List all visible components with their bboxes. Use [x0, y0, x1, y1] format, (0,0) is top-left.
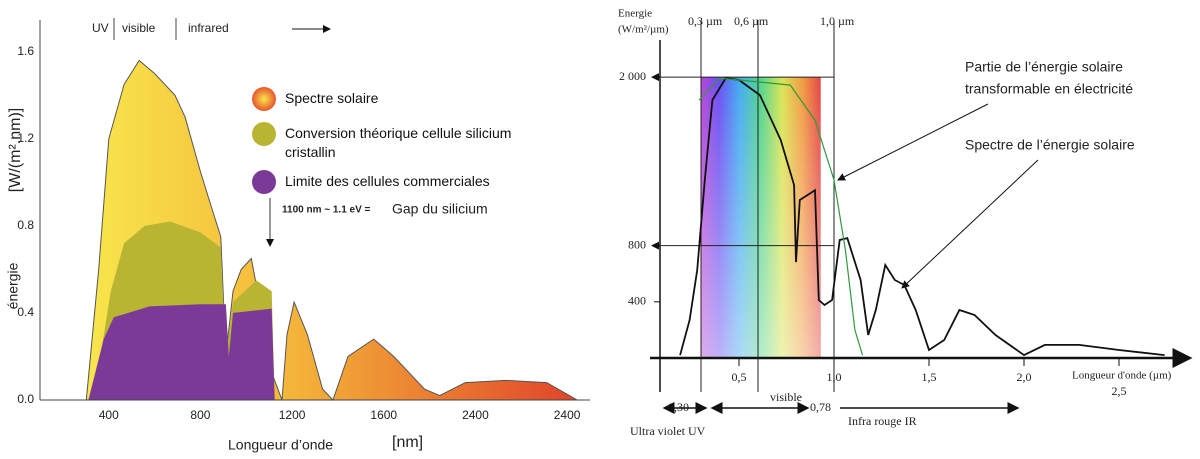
- x-tick-label: 800: [190, 408, 210, 422]
- annotation: Gap du silicium: [392, 201, 488, 217]
- y-tick-label: 1.6: [17, 44, 34, 58]
- band-label: UV: [92, 21, 109, 35]
- top-label: 0,6 µm: [734, 14, 769, 28]
- x-label: Longueur d'onde (µm): [1072, 370, 1172, 382]
- x-tick-label: 2,5: [1112, 384, 1127, 398]
- legend-label: Limite des cellules commerciales: [285, 173, 490, 189]
- y-tick-label: 0.4: [17, 305, 34, 319]
- annotation: Partie de l’énergie solaire: [965, 59, 1123, 75]
- y-tick-label: 400: [628, 294, 646, 308]
- area: [88, 304, 275, 400]
- legend-swatch: [252, 122, 276, 146]
- band-label: infrared: [188, 21, 229, 35]
- y-label-unit: (W/m²/µm): [618, 24, 669, 36]
- y-tick-label: 2 000: [619, 69, 646, 83]
- x-label-unit: [nm]: [392, 434, 423, 451]
- top-label: 1,0 µm: [820, 14, 855, 28]
- y-tick-label: 0.8: [17, 218, 34, 232]
- x-tick-label: 2400: [462, 408, 489, 422]
- right-chart: 400 800 2 000 0,5 1,0 1,5 2,0 2,5 Energie (W/m²/µ…: [618, 8, 1193, 438]
- annotation: transformable en électricité: [965, 81, 1133, 97]
- band-label: visible: [122, 21, 156, 35]
- left-chart: 0.0 0.4 0.8 1.2 1.6 400 800 1200 1600 2400 2400 UV v…: [5, 18, 590, 453]
- y-label: Energie: [618, 8, 652, 20]
- visible-band-fade: [701, 77, 821, 358]
- legend-entry: Limite des cellules commerciales: [285, 173, 490, 189]
- bottom-label: Ultra violet UV: [630, 424, 706, 438]
- x-label: Longueur d’onde: [228, 437, 333, 453]
- legend-label: Spectre solaire: [285, 90, 379, 106]
- top-label: 0,3 µm: [688, 14, 723, 28]
- line: [698, 77, 864, 356]
- legend-swatch: [252, 87, 276, 111]
- bottom-label: Infra rouge IR: [848, 414, 917, 428]
- legend-entry: Spectre solaire: [285, 90, 379, 106]
- bottom-label: 0,30: [668, 400, 689, 414]
- y-label-unit: [W/(m².nm)]: [7, 108, 24, 192]
- legend-label: Conversion théorique cellule silicium cr…: [285, 125, 512, 160]
- pointer: [837, 103, 989, 181]
- y-tick-label: 800: [628, 237, 646, 251]
- x-tick-label: 0,5: [732, 370, 747, 384]
- legend-swatch: [252, 170, 276, 194]
- pointer: [901, 159, 1039, 289]
- x-tick-label: 2,0: [1017, 370, 1032, 384]
- y-tick-label: 1.2: [17, 131, 34, 145]
- y-label: énergie: [5, 262, 21, 309]
- annotation: 1100 nm ~ 1.1 eV =: [282, 205, 371, 216]
- x-tick-label: 1600: [370, 408, 397, 422]
- bottom-label: 0,78: [810, 400, 831, 414]
- x-tick-label: 1200: [279, 408, 306, 422]
- x-tick-label: 400: [99, 408, 119, 422]
- annotation: Spectre de l’énergie solaire: [965, 137, 1135, 153]
- y-tick-label: 0.0: [17, 392, 34, 406]
- x-tick-label: 2400: [554, 408, 581, 422]
- legend-entry: Conversion théorique cellule silicium cr…: [285, 125, 512, 160]
- bottom-label: visible: [770, 390, 802, 404]
- x-tick-label: 1,5: [922, 370, 937, 384]
- x-tick-label: 1,0: [827, 370, 842, 384]
